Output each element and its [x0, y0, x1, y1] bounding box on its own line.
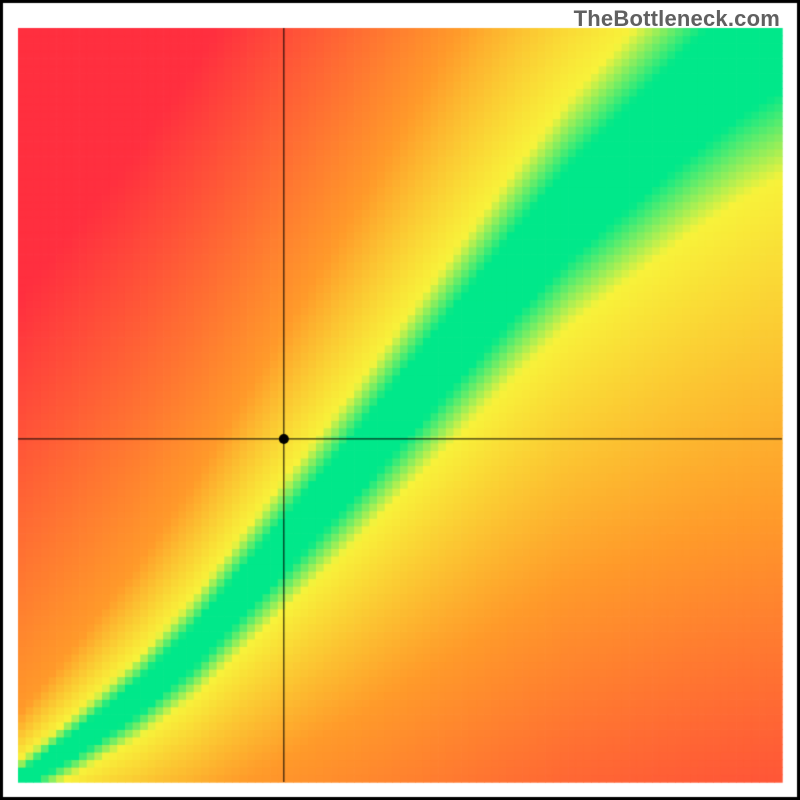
chart-container: TheBottleneck.com	[0, 0, 800, 800]
heatmap-canvas	[0, 0, 800, 800]
watermark-text: TheBottleneck.com	[574, 6, 780, 32]
